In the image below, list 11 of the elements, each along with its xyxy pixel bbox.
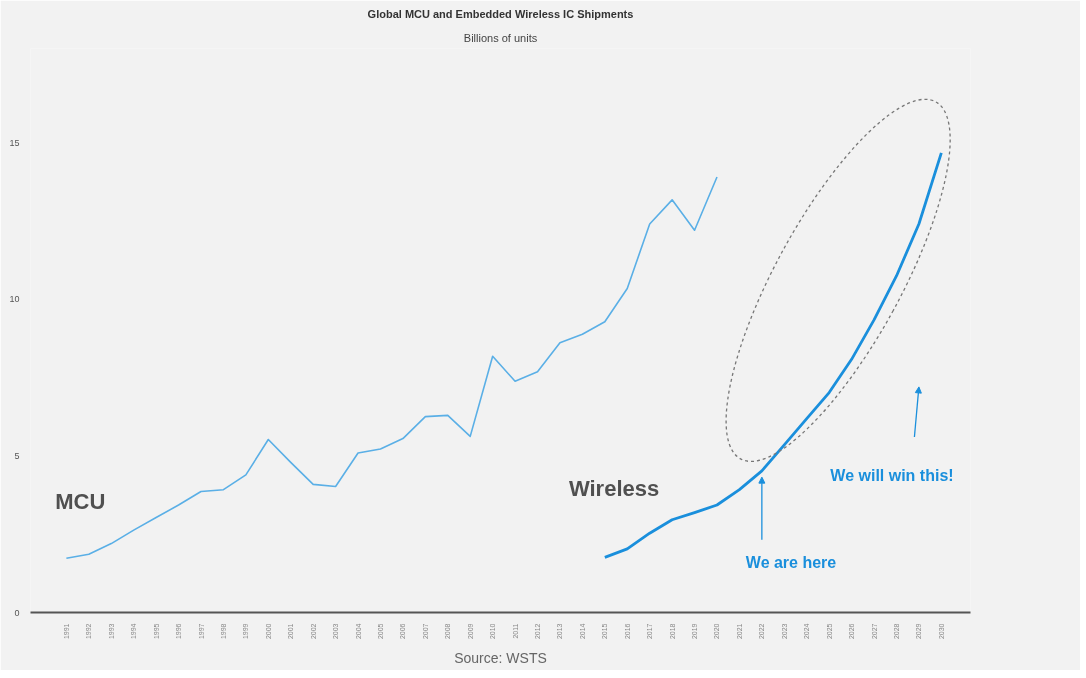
chart-subtitle: Billions of units <box>463 31 538 44</box>
chart-title: Global MCU and Embedded Wireless IC Shipments <box>367 7 634 20</box>
y-tick-label: 5 <box>14 450 20 461</box>
annotation: We will win this! <box>830 467 954 485</box>
source-note: Source: WSTS <box>454 649 547 666</box>
y-tick-label: 10 <box>9 294 20 305</box>
y-tick-label: 0 <box>14 607 20 618</box>
series-label: MCU <box>55 489 106 515</box>
y-tick-label: 15 <box>9 137 20 148</box>
series-label: Wireless <box>568 475 660 501</box>
annotation: We are here <box>745 554 837 572</box>
